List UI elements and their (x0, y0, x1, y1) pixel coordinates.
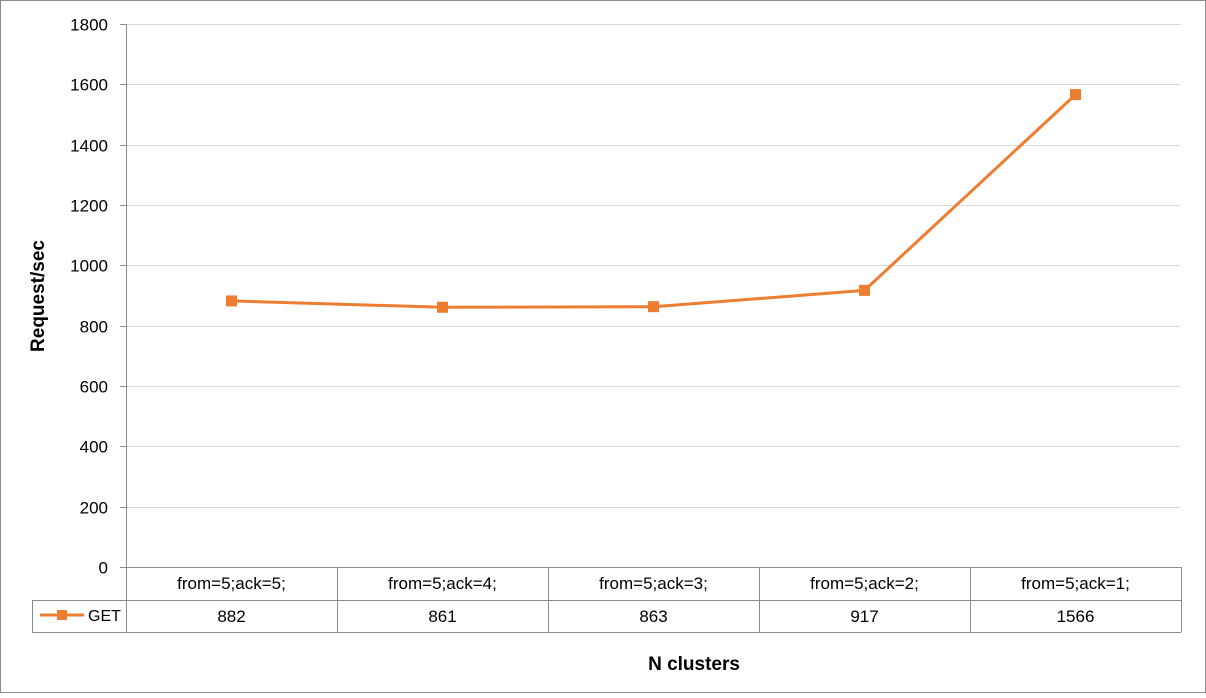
y-tick-label: 1800 (70, 16, 108, 35)
data-table-value: 1566 (1057, 607, 1095, 626)
y-tick-label: 1400 (70, 137, 108, 156)
data-point (437, 301, 448, 313)
data-table-value: 882 (217, 607, 245, 626)
legend-marker (57, 610, 67, 620)
x-category-label: from=5;ack=4; (388, 574, 497, 593)
x-category-label: from=5;ack=3; (599, 574, 708, 593)
data-table-value: 917 (850, 607, 878, 626)
y-tick-label: 600 (80, 378, 108, 397)
y-tick-label: 1200 (70, 197, 108, 216)
data-point (859, 284, 870, 296)
x-category-label: from=5;ack=2; (810, 574, 919, 593)
data-point (1070, 89, 1081, 101)
x-axis-label: N clusters (648, 654, 740, 675)
x-category-label: from=5;ack=1; (1021, 574, 1130, 593)
y-axis-label: Request/sec (28, 240, 49, 352)
y-tick-label: 0 (99, 559, 108, 578)
data-table-value: 861 (428, 607, 456, 626)
data-table: from=5;ack=5; from=5;ack=4; from=5;ack=3; f… (32, 567, 1182, 633)
y-tick-label: 200 (80, 499, 108, 518)
y-tick-label: 400 (80, 438, 108, 457)
y-tick-label: 1600 (70, 76, 108, 95)
y-axis-ticks: 0 200 400 600 800 1000 1200 1400 1600 1800 (70, 16, 127, 632)
data-table-value: 863 (639, 607, 667, 626)
grid-lines (126, 24, 1181, 508)
legend-label: GET (88, 608, 121, 625)
x-category-label: from=5;ack=5; (177, 574, 286, 593)
data-point (226, 295, 237, 307)
data-point (648, 301, 659, 313)
series-layer (226, 89, 1081, 313)
y-tick-label: 1000 (70, 257, 108, 276)
y-tick-label: 800 (80, 318, 108, 337)
